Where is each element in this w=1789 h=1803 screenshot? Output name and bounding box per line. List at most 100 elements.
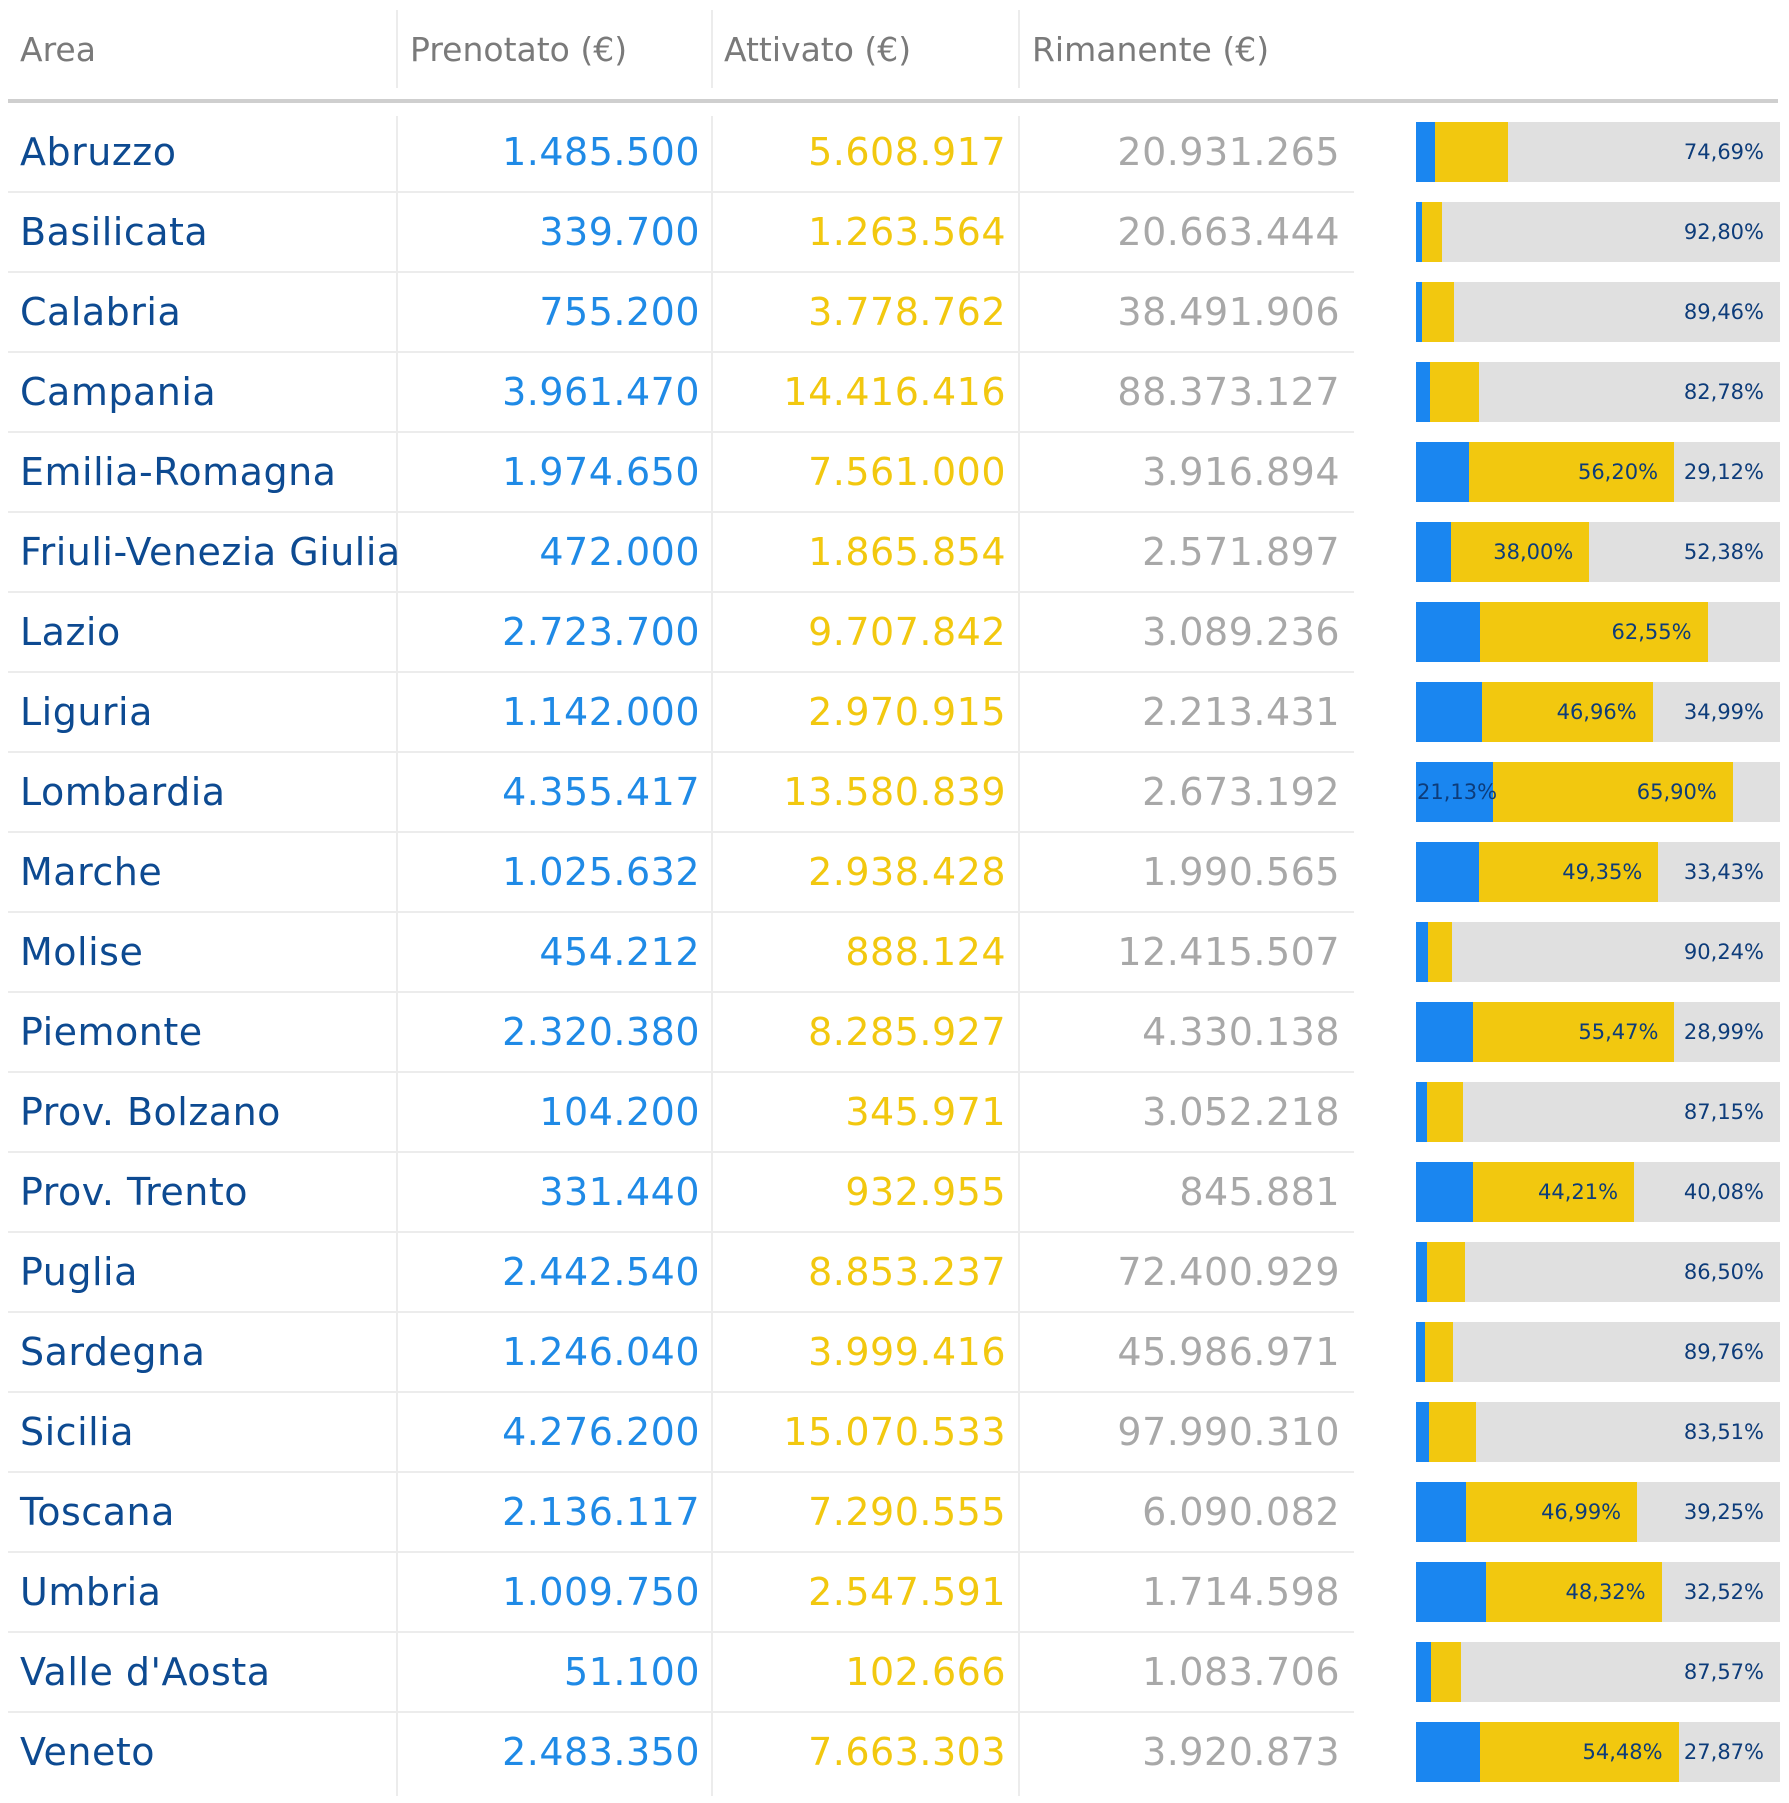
- attivato-value: 5.608.917: [808, 130, 1006, 174]
- bar-segment-prenotato[interactable]: [1416, 1722, 1481, 1782]
- header-rimanente[interactable]: Rimanente (€): [1032, 30, 1270, 69]
- table-row[interactable]: Marche 1.025.632 2.938.428 1.990.565 49,35% 3…: [0, 832, 1789, 913]
- bar-segment-attivato[interactable]: [1429, 1402, 1476, 1462]
- stacked-bar[interactable]: 56,20% 29,12%: [1416, 442, 1780, 502]
- bar-segment-attivato[interactable]: [1435, 122, 1509, 182]
- table-row[interactable]: Campania 3.961.470 14.416.416 88.373.127 82,…: [0, 352, 1789, 433]
- table-row[interactable]: Veneto 2.483.350 7.663.303 3.920.873 54,48% 2…: [0, 1712, 1789, 1792]
- bar-segment-prenotato[interactable]: [1416, 1402, 1430, 1462]
- bar-segment-attivato[interactable]: [1473, 1162, 1635, 1222]
- bar-segment-attivato[interactable]: [1469, 442, 1674, 502]
- attivato-value: 2.547.591: [808, 1570, 1006, 1614]
- table-row[interactable]: Basilicata 339.700 1.263.564 20.663.444 92,8…: [0, 192, 1789, 273]
- prenotato-value: 472.000: [539, 530, 700, 574]
- stacked-bar[interactable]: 90,24%: [1416, 922, 1780, 982]
- header-area[interactable]: Area: [20, 30, 96, 69]
- table-row[interactable]: Liguria 1.142.000 2.970.915 2.213.431 46,96%…: [0, 672, 1789, 753]
- bar-segment-prenotato[interactable]: [1416, 682, 1482, 742]
- stacked-bar[interactable]: 83,51%: [1416, 1402, 1780, 1462]
- bar-segment-attivato[interactable]: [1466, 1482, 1638, 1542]
- bar-segment-prenotato[interactable]: [1416, 602, 1480, 662]
- bar-segment-prenotato[interactable]: [1416, 1642, 1432, 1702]
- table-row[interactable]: Prov. Trento 331.440 932.955 845.881 44,21% 4…: [0, 1152, 1789, 1233]
- bar-segment-attivato[interactable]: [1428, 922, 1452, 982]
- bar-segment-attivato[interactable]: [1478, 842, 1659, 902]
- stacked-bar[interactable]: 89,76%: [1416, 1322, 1780, 1382]
- rimanente-value: 38.491.906: [1117, 290, 1340, 334]
- table-row[interactable]: Prov. Bolzano 104.200 345.971 3.052.218 87,1…: [0, 1072, 1789, 1153]
- table-row[interactable]: Calabria 755.200 3.778.762 38.491.906 89,46%: [0, 272, 1789, 353]
- table-row[interactable]: Molise 454.212 888.124 12.415.507 90,24%: [0, 912, 1789, 993]
- stacked-bar[interactable]: 82,78%: [1416, 362, 1780, 422]
- table-row[interactable]: Toscana 2.136.117 7.290.555 6.090.082 46,99%…: [0, 1472, 1789, 1553]
- bar-segment-attivato[interactable]: [1426, 1242, 1466, 1302]
- stacked-bar[interactable]: 49,35% 33,43%: [1416, 842, 1780, 902]
- bar-segment-prenotato[interactable]: [1416, 1082, 1427, 1142]
- prenotato-value: 1.246.040: [502, 1330, 700, 1374]
- table-row[interactable]: Puglia 2.442.540 8.853.237 72.400.929 86,50%: [0, 1232, 1789, 1313]
- bar-segment-prenotato[interactable]: [1416, 762, 1493, 822]
- stacked-bar[interactable]: 21,13% 65,90%: [1416, 762, 1780, 822]
- table-row[interactable]: Valle d'Aosta 51.100 102.666 1.083.706 87,57…: [0, 1632, 1789, 1713]
- bar-segment-prenotato[interactable]: [1416, 842, 1479, 902]
- table-row[interactable]: Sicilia 4.276.200 15.070.533 97.990.310 83,5…: [0, 1392, 1789, 1473]
- area-name: Lombardia: [20, 770, 226, 814]
- bar-segment-attivato[interactable]: [1431, 1642, 1462, 1702]
- stacked-bar[interactable]: 46,96% 34,99%: [1416, 682, 1780, 742]
- table-row[interactable]: Emilia-Romagna 1.974.650 7.561.000 3.916.89…: [0, 432, 1789, 513]
- attivato-value: 1.865.854: [808, 530, 1006, 574]
- stacked-bar[interactable]: 55,47% 28,99%: [1416, 1002, 1780, 1062]
- bar-segment-attivato[interactable]: [1426, 1082, 1463, 1142]
- stacked-bar[interactable]: 44,21% 40,08%: [1416, 1162, 1780, 1222]
- table-row[interactable]: Lombardia 4.355.417 13.580.839 2.673.192 21,…: [0, 752, 1789, 833]
- stacked-bar[interactable]: 87,15%: [1416, 1082, 1780, 1142]
- bar-segment-attivato[interactable]: [1492, 762, 1733, 822]
- stacked-bar[interactable]: 46,99% 39,25%: [1416, 1482, 1780, 1542]
- table-row[interactable]: Umbria 1.009.750 2.547.591 1.714.598 48,32% 3…: [0, 1552, 1789, 1633]
- data-label-rimanente: 74,69%: [1683, 140, 1764, 164]
- bar-segment-prenotato[interactable]: [1416, 202, 1422, 262]
- stacked-bar[interactable]: 48,32% 32,52%: [1416, 1562, 1780, 1622]
- stacked-bar[interactable]: 38,00% 52,38%: [1416, 522, 1780, 582]
- bar-segment-prenotato[interactable]: [1416, 522, 1451, 582]
- stacked-bar[interactable]: 92,80%: [1416, 202, 1780, 262]
- stacked-bar[interactable]: 54,48% 27,87%: [1416, 1722, 1780, 1782]
- bar-segment-attivato[interactable]: [1421, 202, 1443, 262]
- row-divider: [8, 271, 1354, 273]
- bar-segment-attivato[interactable]: [1429, 362, 1479, 422]
- table-row[interactable]: Friuli-Venezia Giulia 472.000 1.865.854 2.5…: [0, 512, 1789, 593]
- bar-segment-prenotato[interactable]: [1416, 282, 1423, 342]
- bar-segment-attivato[interactable]: [1481, 682, 1653, 742]
- stacked-bar[interactable]: 86,50%: [1416, 1242, 1780, 1302]
- bar-segment-attivato[interactable]: [1479, 602, 1708, 662]
- stacked-bar[interactable]: 87,57%: [1416, 1642, 1780, 1702]
- bar-segment-prenotato[interactable]: [1416, 1562, 1486, 1622]
- bar-segment-prenotato[interactable]: [1416, 1162, 1474, 1222]
- stacked-bar[interactable]: 62,55%: [1416, 602, 1780, 662]
- table-row[interactable]: Abruzzo 1.485.500 5.608.917 20.931.265 74,69…: [0, 112, 1789, 193]
- bar-segment-attivato[interactable]: [1424, 1322, 1454, 1382]
- header-prenotato[interactable]: Prenotato (€): [410, 30, 628, 69]
- bar-segment-prenotato[interactable]: [1416, 1322, 1425, 1382]
- stacked-bar[interactable]: 89,46%: [1416, 282, 1780, 342]
- bar-segment-prenotato[interactable]: [1416, 362, 1430, 422]
- bar-segment-prenotato[interactable]: [1416, 1482, 1467, 1542]
- table-row[interactable]: Piemonte 2.320.380 8.285.927 4.330.138 55,47…: [0, 992, 1789, 1073]
- bar-segment-prenotato[interactable]: [1416, 1002, 1473, 1062]
- header-attivato[interactable]: Attivato (€): [724, 30, 912, 69]
- bar-segment-attivato[interactable]: [1480, 1722, 1679, 1782]
- bar-segment-prenotato[interactable]: [1416, 1242, 1427, 1302]
- bar-segment-prenotato[interactable]: [1416, 442, 1470, 502]
- stacked-bar[interactable]: 74,69%: [1416, 122, 1780, 182]
- bar-segment-attivato[interactable]: [1472, 1002, 1675, 1062]
- bar-segment-prenotato[interactable]: [1416, 122, 1436, 182]
- bar-segment-attivato[interactable]: [1485, 1562, 1662, 1622]
- table-row[interactable]: Lazio 2.723.700 9.707.842 3.089.236 62,55%: [0, 592, 1789, 673]
- bar-segment-prenotato[interactable]: [1416, 922, 1429, 982]
- bar-segment-attivato[interactable]: [1422, 282, 1455, 342]
- bar-segment-attivato[interactable]: [1450, 522, 1590, 582]
- area-name: Emilia-Romagna: [20, 450, 337, 494]
- row-divider: [8, 1551, 1354, 1553]
- table-row[interactable]: Sardegna 1.246.040 3.999.416 45.986.971 89,7…: [0, 1312, 1789, 1393]
